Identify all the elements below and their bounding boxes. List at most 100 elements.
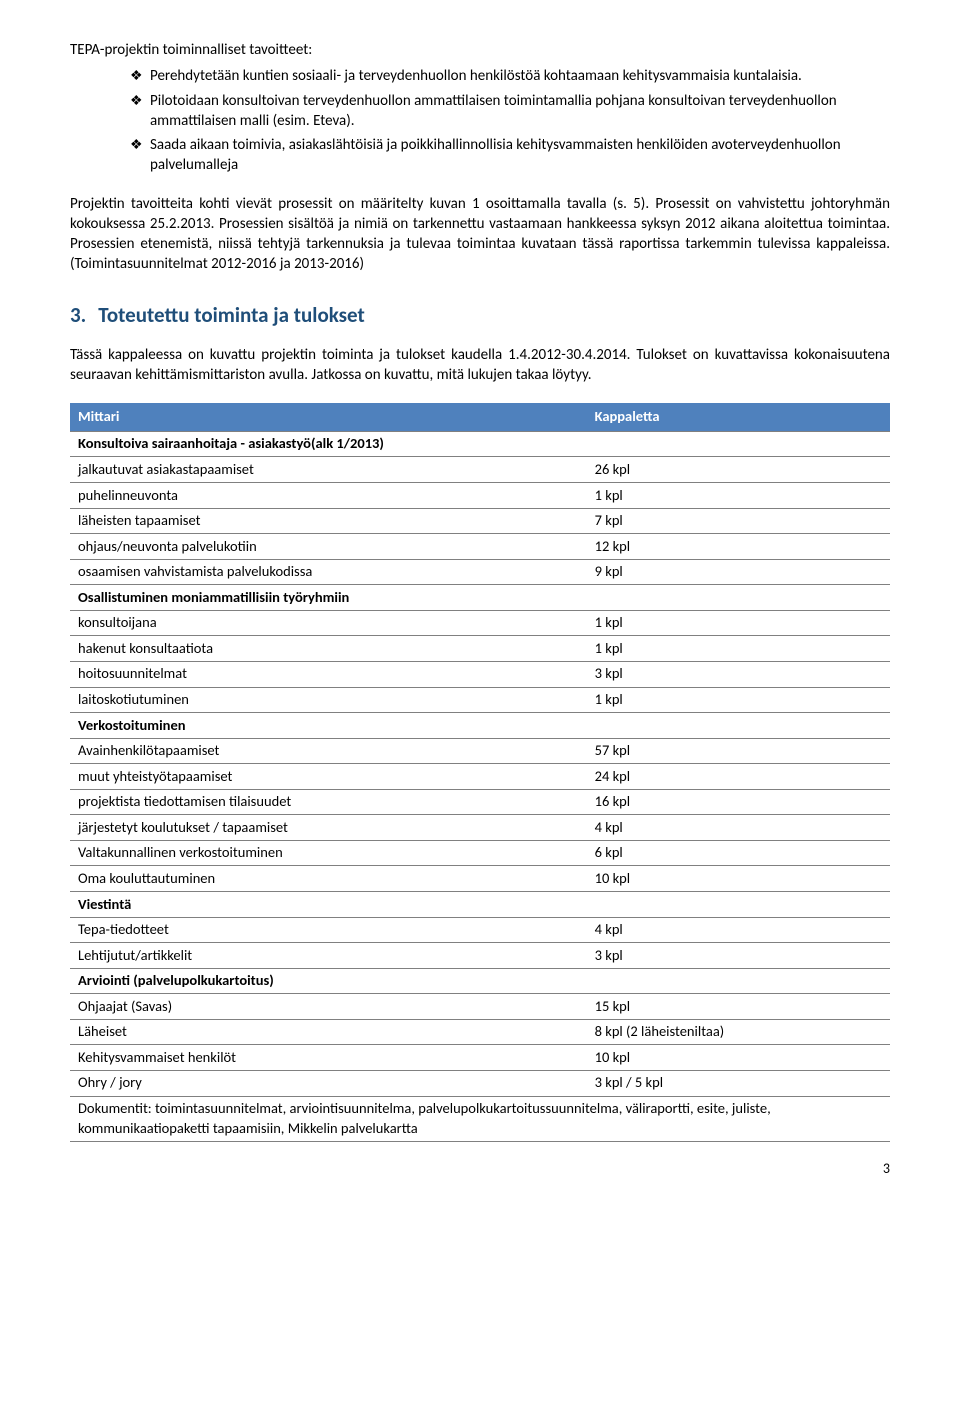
table-cell-value: 1 kpl	[587, 687, 890, 713]
table-cell-label: järjestetyt koulutukset / tapaamiset	[70, 815, 587, 841]
paragraph-processes: Projektin tavoitteita kohti vievät prose…	[70, 194, 890, 275]
table-cell-label: hoitosuunnitelmat	[70, 661, 587, 687]
table-cell-label: ohjaus/neuvonta palvelukotiin	[70, 534, 587, 560]
table-cell-value: 1 kpl	[587, 610, 890, 636]
table-cell-label: Läheiset	[70, 1019, 587, 1045]
table-row: jalkautuvat asiakastapaamiset26 kpl	[70, 457, 890, 483]
table-cell-value: 26 kpl	[587, 457, 890, 483]
table-row: konsultoijana1 kpl	[70, 610, 890, 636]
table-cell-label: Avainhenkilötapaamiset	[70, 738, 587, 764]
goal-bullet-text: Saada aikaan toimivia, asiakaslähtöisiä …	[150, 135, 890, 176]
diamond-bullet-icon: ❖	[130, 66, 150, 86]
table-cell-value: 1 kpl	[587, 636, 890, 662]
table-cell-label: jalkautuvat asiakastapaamiset	[70, 457, 587, 483]
table-row: Ohjaajat (Savas)15 kpl	[70, 994, 890, 1020]
table-cell-value: 3 kpl / 5 kpl	[587, 1070, 890, 1096]
diamond-bullet-icon: ❖	[130, 135, 150, 155]
table-cell-label: Kehitysvammaiset henkilöt	[70, 1045, 587, 1071]
goal-bullet-item: ❖Saada aikaan toimivia, asiakaslähtöisiä…	[130, 135, 890, 176]
metrics-table: Mittari Kappaletta Konsultoiva sairaanho…	[70, 403, 890, 1141]
table-cell-value: 1 kpl	[587, 483, 890, 509]
table-row: Ohry / jory3 kpl / 5 kpl	[70, 1070, 890, 1096]
table-cell-label: puhelinneuvonta	[70, 483, 587, 509]
table-row: hoitosuunnitelmat3 kpl	[70, 661, 890, 687]
table-row: Verkostoituminen	[70, 713, 890, 739]
table-cell-value: 9 kpl	[587, 559, 890, 585]
table-row: osaamisen vahvistamista palvelukodissa9 …	[70, 559, 890, 585]
table-header-count: Kappaletta	[587, 403, 890, 431]
table-cell-value	[587, 892, 890, 918]
table-cell-value: 3 kpl	[587, 943, 890, 969]
section-title-text: Toteutettu toiminta ja tulokset	[98, 302, 364, 328]
table-row: Dokumentit: toimintasuunnitelmat, arvioi…	[70, 1096, 890, 1141]
table-row: Kehitysvammaiset henkilöt10 kpl	[70, 1045, 890, 1071]
table-cell-value: 16 kpl	[587, 789, 890, 815]
section-heading: 3. Toteutettu toiminta ja tulokset	[70, 301, 890, 329]
table-cell-label: Konsultoiva sairaanhoitaja - asiakastyö(…	[70, 431, 587, 457]
table-row: Valtakunnallinen verkostoituminen6 kpl	[70, 840, 890, 866]
table-row: Tepa-tiedotteet4 kpl	[70, 917, 890, 943]
table-cell-label: Dokumentit: toimintasuunnitelmat, arvioi…	[70, 1096, 890, 1141]
table-cell-value	[587, 431, 890, 457]
table-row: Osallistuminen moniammatillisiin työryhm…	[70, 585, 890, 611]
table-cell-value: 15 kpl	[587, 994, 890, 1020]
table-cell-label: konsultoijana	[70, 610, 587, 636]
goal-bullet-item: ❖Pilotoidaan konsultoivan terveydenhuoll…	[130, 91, 890, 132]
table-cell-label: Oma kouluttautuminen	[70, 866, 587, 892]
table-cell-label: hakenut konsultaatiota	[70, 636, 587, 662]
intro-text: TEPA-projektin toiminnalliset tavoitteet…	[70, 40, 890, 60]
table-cell-label: Osallistuminen moniammatillisiin työryhm…	[70, 585, 587, 611]
table-row: Oma kouluttautuminen10 kpl	[70, 866, 890, 892]
section-number: 3.	[70, 302, 86, 328]
table-cell-label: osaamisen vahvistamista palvelukodissa	[70, 559, 587, 585]
table-row: Lehtijutut/artikkelit3 kpl	[70, 943, 890, 969]
table-row: Läheiset8 kpl (2 läheisteniltaa)	[70, 1019, 890, 1045]
table-cell-label: Viestintä	[70, 892, 587, 918]
table-row: Viestintä	[70, 892, 890, 918]
table-row: ohjaus/neuvonta palvelukotiin12 kpl	[70, 534, 890, 560]
goal-bullet-list: ❖Perehdytetään kuntien sosiaali- ja terv…	[130, 66, 890, 175]
table-cell-value: 3 kpl	[587, 661, 890, 687]
table-row: Arviointi (palvelupolkukartoitus)	[70, 968, 890, 994]
goal-bullet-item: ❖Perehdytetään kuntien sosiaali- ja terv…	[130, 66, 890, 86]
table-cell-value: 6 kpl	[587, 840, 890, 866]
page-number: 3	[70, 1160, 890, 1179]
table-cell-label: Arviointi (palvelupolkukartoitus)	[70, 968, 587, 994]
table-row: Avainhenkilötapaamiset57 kpl	[70, 738, 890, 764]
table-row: järjestetyt koulutukset / tapaamiset4 kp…	[70, 815, 890, 841]
table-cell-value: 8 kpl (2 läheisteniltaa)	[587, 1019, 890, 1045]
table-cell-label: Valtakunnallinen verkostoituminen	[70, 840, 587, 866]
table-cell-label: läheisten tapaamiset	[70, 508, 587, 534]
table-cell-label: Ohjaajat (Savas)	[70, 994, 587, 1020]
table-cell-value	[587, 713, 890, 739]
table-header-metric: Mittari	[70, 403, 587, 431]
table-cell-label: Lehtijutut/artikkelit	[70, 943, 587, 969]
table-cell-value: 10 kpl	[587, 1045, 890, 1071]
goal-bullet-text: Perehdytetään kuntien sosiaali- ja terve…	[150, 66, 890, 86]
table-row: laitoskotiutuminen1 kpl	[70, 687, 890, 713]
table-row: hakenut konsultaatiota1 kpl	[70, 636, 890, 662]
table-cell-label: Ohry / jory	[70, 1070, 587, 1096]
table-cell-value	[587, 585, 890, 611]
table-row: muut yhteistyötapaamiset24 kpl	[70, 764, 890, 790]
table-cell-label: Tepa-tiedotteet	[70, 917, 587, 943]
table-cell-value: 4 kpl	[587, 815, 890, 841]
table-cell-value: 7 kpl	[587, 508, 890, 534]
diamond-bullet-icon: ❖	[130, 91, 150, 111]
table-cell-value: 10 kpl	[587, 866, 890, 892]
table-cell-value	[587, 968, 890, 994]
goal-bullet-text: Pilotoidaan konsultoivan terveydenhuollo…	[150, 91, 890, 132]
table-row: projektista tiedottamisen tilaisuudet16 …	[70, 789, 890, 815]
table-row: läheisten tapaamiset7 kpl	[70, 508, 890, 534]
paragraph-results-intro: Tässä kappaleessa on kuvattu projektin t…	[70, 345, 890, 386]
metrics-table-body: Konsultoiva sairaanhoitaja - asiakastyö(…	[70, 431, 890, 1141]
table-cell-label: muut yhteistyötapaamiset	[70, 764, 587, 790]
table-cell-value: 12 kpl	[587, 534, 890, 560]
table-row: Konsultoiva sairaanhoitaja - asiakastyö(…	[70, 431, 890, 457]
table-cell-label: projektista tiedottamisen tilaisuudet	[70, 789, 587, 815]
table-row: puhelinneuvonta1 kpl	[70, 483, 890, 509]
table-cell-value: 4 kpl	[587, 917, 890, 943]
table-cell-value: 24 kpl	[587, 764, 890, 790]
table-cell-value: 57 kpl	[587, 738, 890, 764]
table-cell-label: laitoskotiutuminen	[70, 687, 587, 713]
